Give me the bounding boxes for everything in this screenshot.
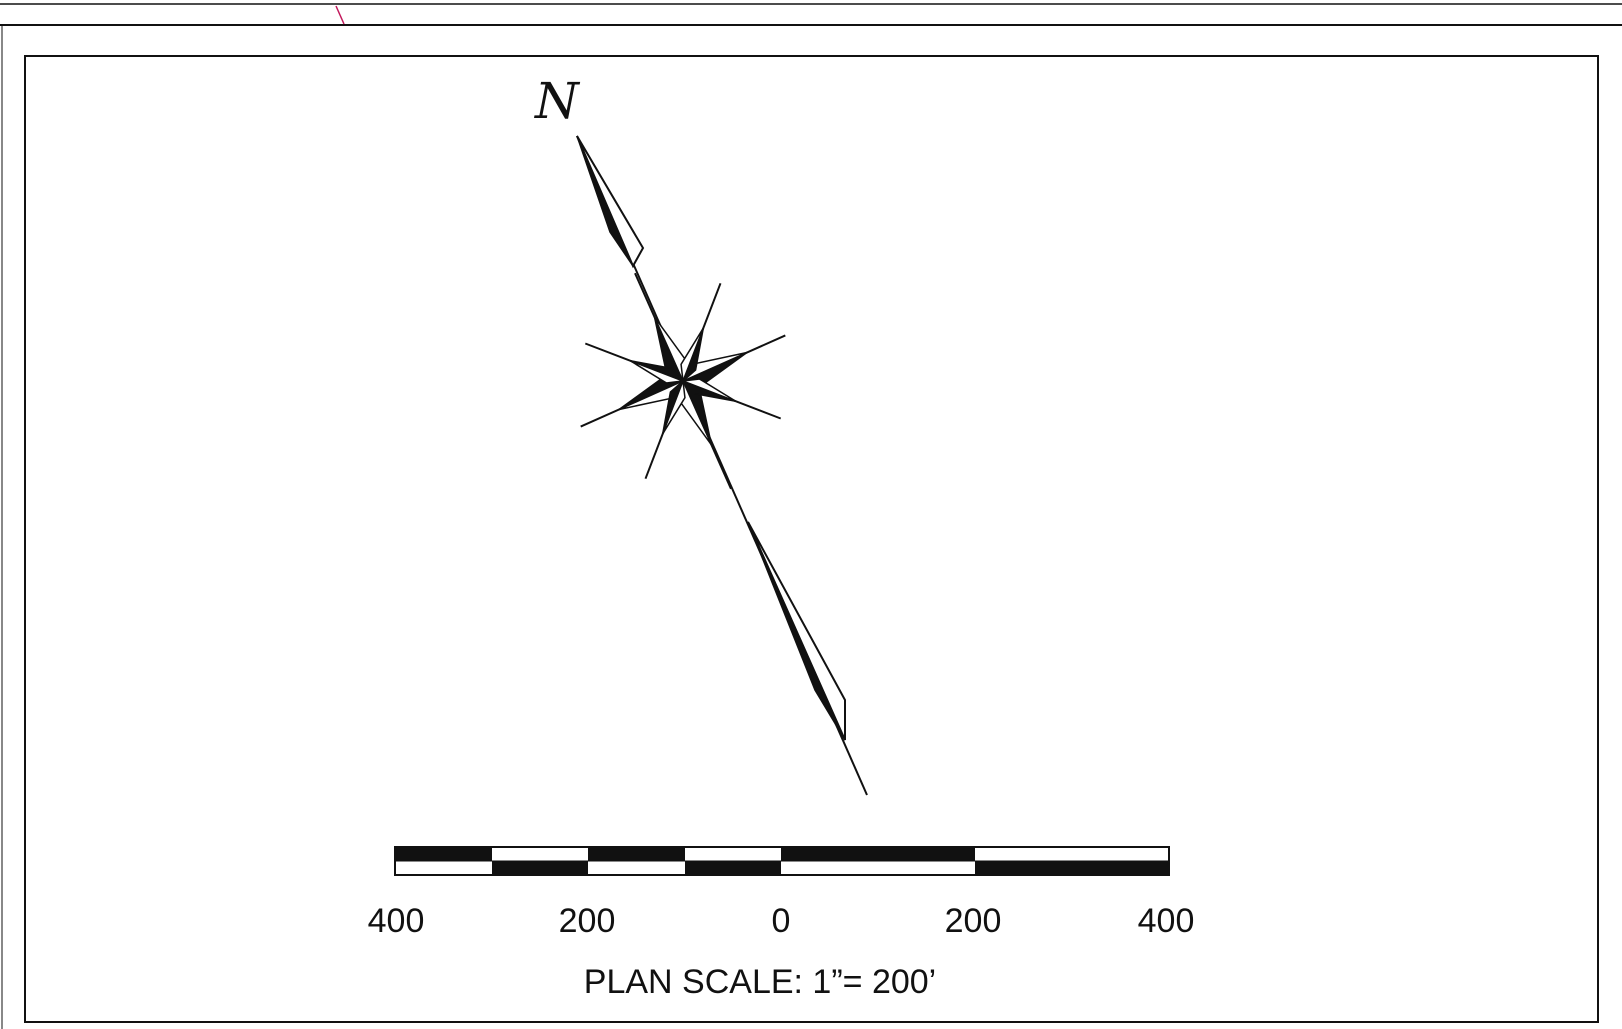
compass-rose	[580, 272, 786, 490]
scale-bar: 400 200 0 200 400 PLAN SCALE: 1”= 200’	[368, 846, 1195, 1001]
scale-tick-label-200-left: 200	[559, 902, 616, 940]
scale-seg-bottom-2	[492, 861, 588, 875]
scale-tick-label-400-left: 400	[368, 902, 425, 940]
south-pointer	[747, 521, 846, 741]
scale-seg-bottom-4	[685, 861, 781, 875]
north-pointer	[576, 135, 645, 269]
drawing-frame	[24, 55, 1599, 1023]
scale-seg-top-3	[588, 847, 685, 861]
top-border-lines	[0, 3, 1622, 26]
north-letter: N	[534, 72, 581, 130]
red-mark	[335, 5, 345, 25]
scale-seg-bottom-3	[588, 861, 685, 875]
scale-seg-top-5	[781, 847, 975, 861]
plan-scale-caption: PLAN SCALE: 1”= 200’	[584, 963, 936, 1001]
scale-seg-top-2	[492, 847, 588, 861]
scale-seg-top-6	[975, 847, 1169, 861]
scale-seg-bottom-1	[395, 861, 492, 875]
scale-seg-top-1	[395, 847, 492, 861]
scale-seg-top-4	[685, 847, 781, 861]
scale-tick-label-200-right: 200	[945, 902, 1002, 940]
scale-seg-bottom-6	[975, 861, 1169, 875]
scale-tick-label-400-right: 400	[1138, 902, 1195, 940]
scale-tick-label-0: 0	[772, 902, 791, 940]
north-arrow: N	[534, 72, 868, 796]
scale-seg-bottom-5	[781, 861, 975, 875]
